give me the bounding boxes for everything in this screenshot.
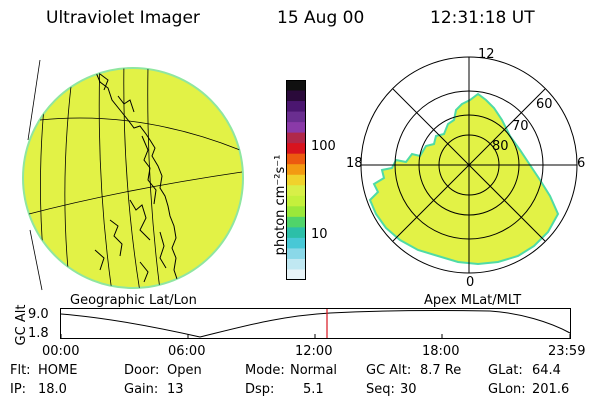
gain-label: Gain: (124, 382, 159, 397)
ip-label: IP: (10, 382, 27, 397)
altitude-plot-frame (60, 308, 571, 339)
flt-label: Flt: (10, 363, 31, 378)
mlt-label-0: 0 (466, 275, 475, 290)
colorbar-blocks (286, 80, 306, 280)
ip-value: 18.0 (38, 382, 67, 397)
polar-diag-2 (392, 88, 546, 242)
door-value: Open (167, 363, 202, 378)
gain-value: 13 (167, 382, 184, 397)
geo-image-disc (22, 67, 244, 289)
colorbar-block (286, 143, 306, 155)
gcalt-value: 8.7 Re (420, 363, 462, 378)
altitude-ytick-9: 9.0 (28, 307, 49, 322)
seq-value: 30 (400, 382, 417, 397)
mode-value: Normal (290, 363, 338, 378)
altitude-ylabel: GC Alt (14, 304, 29, 346)
right-panel-label: Apex MLat/MLT (424, 293, 522, 308)
colorbar-tick-10: 10 (311, 227, 328, 242)
geo-grid (24, 68, 243, 288)
mlt-label-6: 6 (577, 156, 586, 171)
colorbar-block (286, 80, 306, 92)
glon-value: 201.6 (532, 382, 570, 397)
colorbar-block (286, 101, 306, 113)
colorbar-tick-100: 100 (311, 139, 336, 154)
lat-label-60: 60 (536, 97, 553, 112)
altitude-xtick-0000: 00:00 (42, 344, 80, 359)
geo-grid-outer-left (27, 59, 41, 141)
door-label: Door: (124, 363, 160, 378)
dsp-label: Dsp: (245, 382, 275, 397)
colorbar-block (286, 174, 306, 186)
geo-grid-outer-bottom (29, 229, 43, 291)
colorbar-block (286, 216, 306, 228)
instrument-title: Ultraviolet Imager (46, 8, 200, 28)
mlt-label-18: 18 (346, 156, 363, 171)
altitude-ytick-1-8: 1.8 (28, 326, 49, 341)
altitude-curve (60, 309, 571, 338)
polar-grid (360, 56, 578, 274)
altitude-xtick-1200: 12:00 (295, 344, 333, 359)
lat-label-70: 70 (512, 119, 529, 134)
colorbar-block (286, 164, 306, 176)
gcalt-label: GC Alt: (366, 363, 412, 378)
colorbar-block (286, 269, 306, 280)
colorbar-block (286, 248, 306, 260)
colorbar-block (286, 90, 306, 102)
altitude-xticks (60, 334, 571, 338)
colorbar-block (286, 206, 306, 218)
colorbar-block (286, 185, 306, 197)
seq-label: Seq: (366, 382, 395, 397)
colorbar-block (286, 153, 306, 165)
glat-value: 64.4 (532, 363, 561, 378)
colorbar-block (286, 195, 306, 207)
colorbar-block (286, 111, 306, 123)
colorbar-block (286, 237, 306, 250)
mode-label: Mode: (245, 363, 285, 378)
colorbar-block (286, 122, 306, 134)
altitude-xtick-1800: 18:00 (422, 344, 460, 359)
flt-value: HOME (38, 363, 78, 378)
date-label: 15 Aug 00 (277, 8, 365, 28)
glat-label: GLat: (488, 363, 523, 378)
colorbar-block (286, 258, 306, 271)
lat-label-80: 80 (492, 139, 509, 154)
altitude-xtick-0600: 06:00 (168, 344, 206, 359)
colorbar-frame (286, 80, 306, 280)
mlt-label-12: 12 (478, 47, 495, 62)
dsp-value: 5.1 (303, 382, 324, 397)
time-label: 12:31:18 UT (430, 8, 535, 28)
altitude-xtick-2359: 23:59 (548, 344, 586, 359)
auroral-oval-fill (368, 92, 560, 266)
coastline-outline (87, 68, 179, 283)
glon-label: GLon: (488, 382, 526, 397)
left-panel-label: Geographic Lat/Lon (70, 293, 197, 308)
colorbar-block (286, 132, 306, 144)
colorbar (286, 80, 306, 280)
colorbar-block (286, 227, 306, 239)
